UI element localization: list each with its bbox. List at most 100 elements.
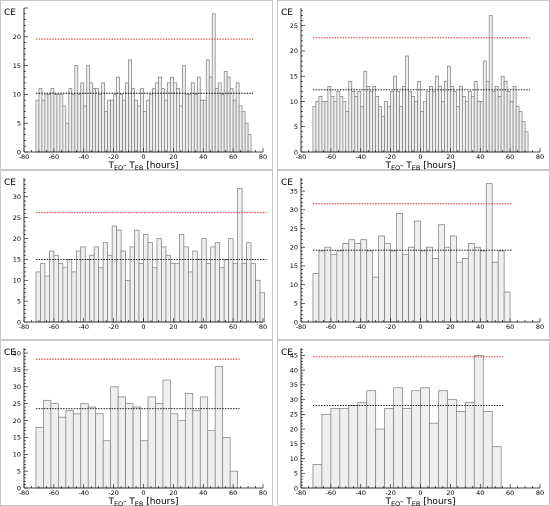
x-tick-label: -40 [355, 323, 366, 331]
histogram-bar [336, 91, 341, 153]
histogram-bar [155, 403, 164, 489]
histogram-bar [360, 106, 365, 153]
histogram-bar [229, 470, 238, 489]
histogram-bar [488, 15, 493, 153]
histogram-bar [140, 440, 149, 489]
histogram-bar [146, 99, 150, 153]
histogram-bar [390, 250, 397, 323]
histogram-bar [330, 96, 335, 153]
histogram-bar [86, 65, 91, 153]
histogram-bar [140, 88, 144, 153]
y-tick-label: 5 [294, 123, 298, 131]
histogram-bar [83, 105, 88, 153]
histogram-bar [47, 94, 52, 153]
x-tick-label: -20 [108, 153, 119, 161]
histogram-bar [408, 91, 412, 153]
histogram-bar [161, 88, 165, 153]
histogram-bar [354, 243, 362, 323]
histogram-bar [174, 263, 180, 323]
y-tick-label: 10 [290, 455, 298, 463]
histogram-bar [111, 225, 117, 323]
histogram-bar [345, 111, 350, 153]
histogram-bar [179, 105, 183, 153]
histogram-bar [255, 279, 261, 323]
x-tick-label: 40 [199, 153, 207, 161]
histogram-bar [453, 91, 457, 153]
y-tick-label: 45 [290, 352, 298, 360]
x-tick-label: -60 [49, 489, 60, 497]
x-tick-label: -60 [326, 323, 337, 331]
x-tick-label: -20 [108, 489, 119, 497]
x-axis-label: TEQ- TEB [hours] [107, 161, 178, 170]
histogram-bar [176, 88, 180, 153]
histogram-bar [125, 279, 131, 323]
y-tick-label: 20 [13, 33, 21, 41]
histogram-bar [393, 75, 397, 153]
histogram-bar [327, 85, 332, 153]
histogram-bar [497, 250, 505, 323]
y-tick-label: 20 [290, 47, 298, 55]
x-tick-label: -20 [385, 153, 396, 161]
histogram-bar [447, 399, 457, 489]
histogram-bar [512, 85, 517, 153]
histogram-bar [35, 426, 44, 489]
x-tick-label: -40 [78, 323, 89, 331]
histogram-bar [318, 96, 323, 153]
x-tick-label: 20 [169, 323, 177, 331]
histogram-bar [165, 254, 171, 323]
panel-frame [0, 170, 273, 340]
histogram-panel-6: -80 -60 -40 -20 0 20 40 60 80 0 5 10 15 20 25 30 35 40 45 C… [277, 340, 550, 506]
x-tick-label: -40 [78, 489, 89, 497]
y-tick-label: 5 [17, 297, 21, 305]
histogram-bar [485, 183, 493, 323]
histogram-bar [62, 267, 68, 323]
histogram-bar [348, 239, 356, 323]
histogram-bar [229, 88, 234, 153]
y-tick-label: 10 [13, 91, 21, 99]
histogram-bar [312, 273, 320, 323]
histogram-bar [98, 267, 104, 323]
y-tick-label: 5 [17, 120, 21, 128]
y-tick-label: 15 [13, 434, 21, 442]
y-tick-label: 5 [294, 470, 298, 478]
x-tick-label: 0 [418, 153, 422, 161]
histogram-bar [241, 111, 246, 153]
histogram-bar [458, 85, 463, 153]
y-tick-label: 30 [290, 396, 298, 404]
histogram-bar [348, 405, 359, 489]
histogram-bar [375, 96, 380, 153]
histogram-bar [342, 243, 350, 323]
histogram-bar [491, 91, 496, 153]
histogram-bar [75, 250, 82, 323]
y-tick-label: 20 [13, 235, 21, 243]
histogram-bar [134, 229, 140, 323]
histogram-bar [72, 413, 82, 489]
y-tick-label: 30 [13, 193, 21, 201]
y-tick-label: 5 [294, 300, 298, 308]
y-tick-label: 10 [13, 277, 21, 285]
histogram-bar [66, 259, 73, 323]
histogram-bar [205, 59, 210, 153]
histogram-bar [187, 271, 194, 323]
histogram-bars [312, 183, 511, 323]
y-tick-label: 0 [294, 148, 298, 156]
histogram-bar [110, 99, 114, 153]
histogram-bar [68, 88, 73, 153]
histogram-bar [119, 94, 123, 153]
panel-frame [0, 0, 273, 170]
y-tick-label: 15 [290, 262, 298, 270]
histogram-bar [363, 70, 368, 153]
x-tick-label: 0 [141, 489, 145, 497]
histogram-bar [56, 94, 61, 153]
histogram-bar [143, 111, 147, 153]
x-tick-label: 20 [446, 489, 454, 497]
histogram-bar [378, 235, 386, 323]
x-tick-label: -40 [355, 153, 366, 161]
histogram-bar [456, 411, 466, 489]
histogram-bar [95, 413, 104, 489]
x-axis-label: TEQ- TEB [hours] [107, 497, 178, 506]
histogram-bar [214, 88, 219, 153]
histogram-bar [170, 413, 179, 489]
histogram-chart-2: -80 -60 -40 -20 0 20 40 60 80 0 5 10 15 20 25 CE TEQ- TE… [277, 0, 550, 170]
histogram-bar [122, 99, 126, 153]
